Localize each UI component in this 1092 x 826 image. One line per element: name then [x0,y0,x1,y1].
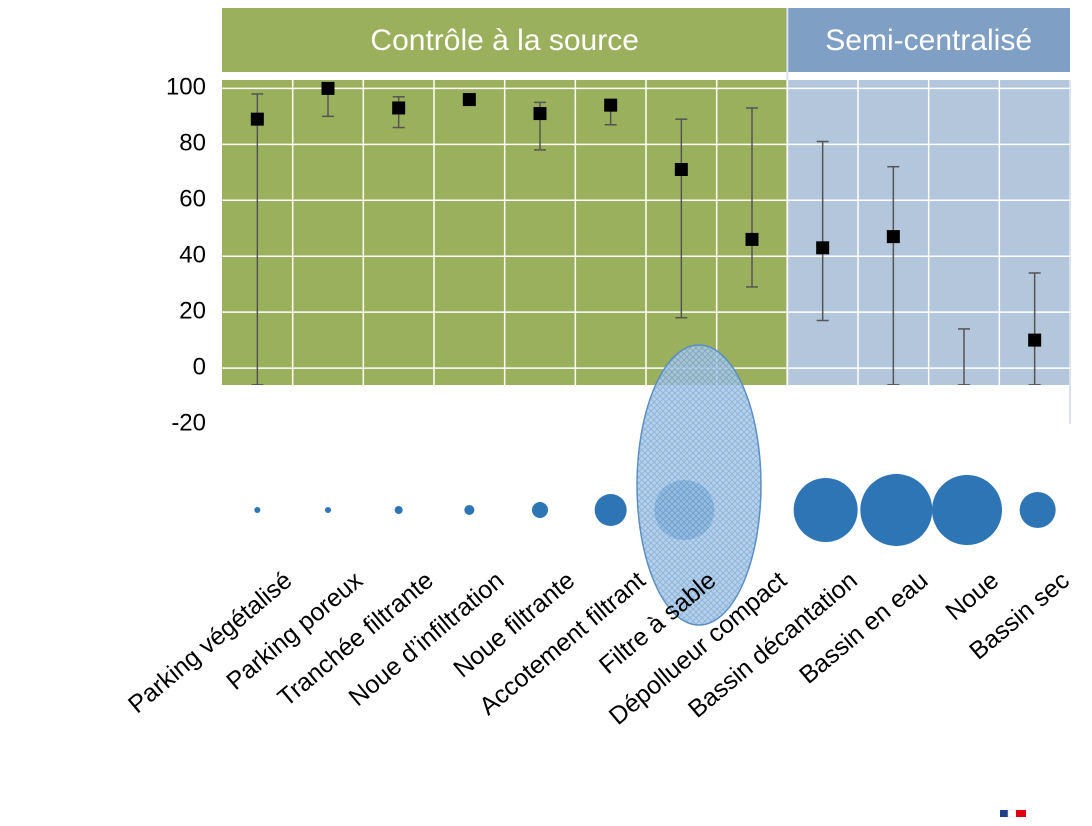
bubble [594,494,627,526]
data-point [604,98,618,112]
y-tick-label: 60 [179,186,206,213]
bubble [932,475,1002,545]
x-tick-label: Noue [940,566,1004,626]
data-point [250,112,264,126]
bubble [1019,492,1056,528]
bubble [464,505,475,515]
y-tick-label: 40 [179,242,206,269]
bubble [793,478,858,542]
flag-logo [1000,809,1026,818]
highlight-circle [636,344,762,626]
data-point [392,101,406,115]
grid [222,80,1070,385]
y-tick-label: 100 [166,74,206,101]
data-point [462,93,476,107]
data-point [674,162,688,176]
y-tick-label: 80 [179,130,206,157]
y-tick-label: 0 [193,353,206,380]
data-point [886,230,900,244]
bubble [532,502,548,518]
bubble [325,507,331,513]
data-point [533,107,547,121]
y-tick-label: 20 [179,297,206,324]
group-label: Semi-centralisé [825,24,1032,57]
group-header [222,8,788,72]
data-point [816,241,830,255]
group-label: Contrôle à la source [370,24,638,57]
data-point [745,232,759,246]
error-bars [251,87,1041,385]
y-tick-label: -20 [171,409,206,436]
group-header [787,8,1070,72]
bubble [394,506,403,514]
data-point [321,81,335,95]
bubble [860,474,933,546]
data-point [1028,333,1042,347]
x-tick-label: Bassin en eau [794,566,933,689]
bubble [254,507,261,513]
